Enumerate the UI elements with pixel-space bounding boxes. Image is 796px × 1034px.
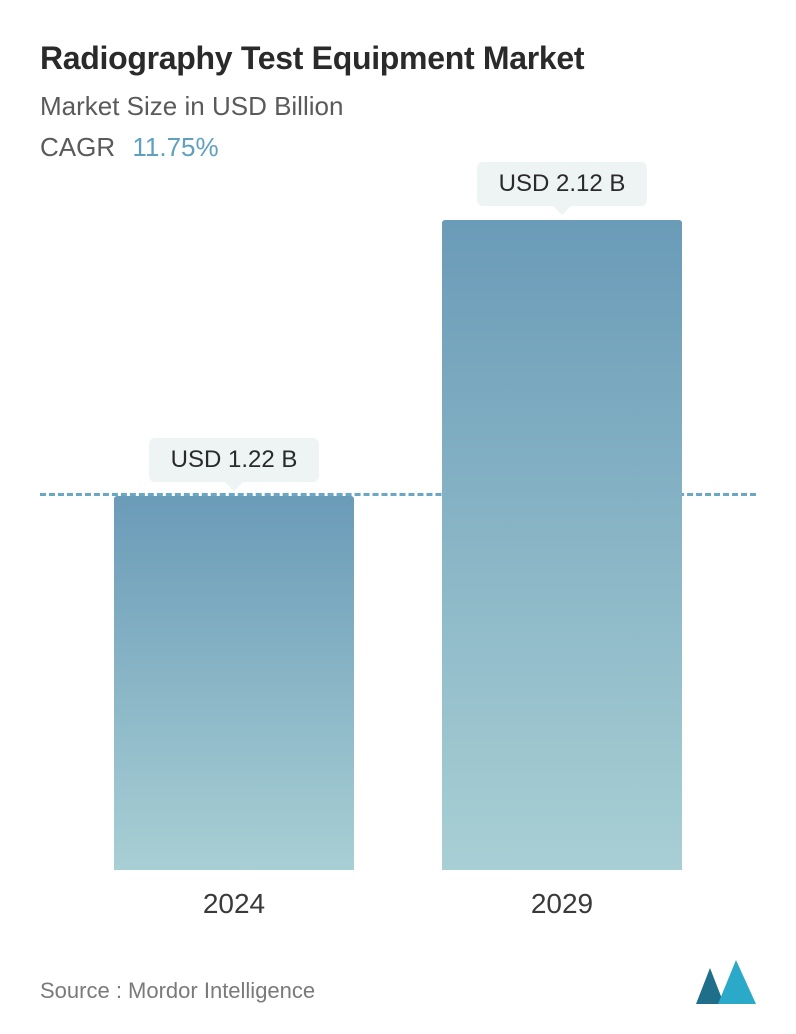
chart-plot-area: USD 1.22 BUSD 2.12 B [40,193,756,870]
cagr-row: CAGR 11.75% [40,132,756,163]
value-badge-2024: USD 1.22 B [149,438,320,482]
value-badge-2029: USD 2.12 B [477,162,648,206]
bar-2024 [114,496,354,870]
mordor-logo-icon [696,960,756,1004]
bar-2029 [442,220,682,870]
x-label-2024: 2024 [114,888,354,920]
chart-subtitle: Market Size in USD Billion [40,91,756,122]
cagr-label: CAGR [40,132,115,162]
x-axis-labels: 2024 2029 [40,870,756,920]
chart-title: Radiography Test Equipment Market [40,40,756,77]
bar-group-2024: USD 1.22 B [114,438,354,870]
bar-group-2029: USD 2.12 B [442,162,682,870]
source-attribution: Source : Mordor Intelligence [40,978,315,1004]
cagr-value: 11.75% [132,132,218,162]
x-label-2029: 2029 [442,888,682,920]
